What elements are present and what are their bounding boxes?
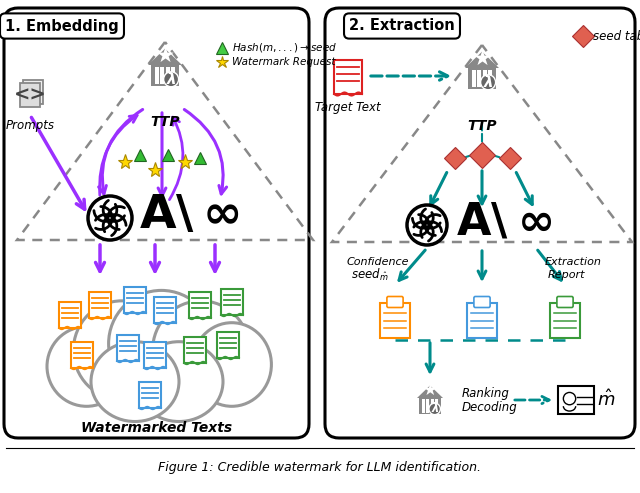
Circle shape	[88, 196, 132, 240]
Ellipse shape	[152, 301, 250, 400]
FancyBboxPatch shape	[4, 8, 309, 438]
Bar	[435, 399, 438, 413]
Bar	[467, 303, 497, 338]
Text: ★: ★	[472, 48, 492, 69]
Ellipse shape	[192, 323, 271, 406]
Text: Prompts: Prompts	[6, 118, 54, 132]
Text: ★: ★	[422, 383, 437, 398]
Bar	[221, 289, 243, 315]
Text: Confidence: Confidence	[347, 257, 410, 267]
Bar	[431, 399, 433, 413]
Bar	[189, 292, 211, 318]
Text: $seed_{\hat{m}}$: $seed_{\hat{m}}$	[351, 267, 388, 283]
Ellipse shape	[91, 342, 179, 422]
Ellipse shape	[109, 290, 214, 397]
Bar	[550, 303, 580, 338]
Bar	[477, 70, 481, 87]
Bar	[155, 67, 159, 84]
Text: ∞: ∞	[202, 193, 242, 239]
Text: Figure 1: Credible watermark for LLM identification.: Figure 1: Credible watermark for LLM ide…	[159, 461, 481, 474]
Bar	[117, 335, 139, 361]
Bar	[20, 83, 40, 106]
Bar	[89, 292, 111, 318]
Circle shape	[164, 72, 179, 87]
Bar	[154, 297, 176, 323]
Text: <>: <>	[13, 85, 46, 105]
Bar	[139, 382, 161, 408]
Text: 2. Extraction: 2. Extraction	[349, 19, 455, 34]
Bar	[426, 399, 429, 413]
Bar	[166, 67, 170, 84]
FancyBboxPatch shape	[557, 296, 573, 308]
Bar	[217, 332, 239, 358]
Text: Watermark Request: Watermark Request	[232, 57, 335, 67]
Text: Extraction: Extraction	[545, 257, 602, 267]
Text: Watermarked Texts: Watermarked Texts	[81, 421, 232, 435]
Text: $\mathbf{A\backslash}$: $\mathbf{A\backslash}$	[456, 201, 508, 244]
Circle shape	[429, 403, 440, 415]
Text: Report: Report	[548, 270, 586, 280]
Bar	[483, 70, 486, 87]
Circle shape	[563, 392, 576, 405]
Text: λ: λ	[166, 72, 176, 87]
Bar	[161, 67, 164, 84]
Bar	[59, 302, 81, 328]
Text: $\mathbf{A\backslash}$: $\mathbf{A\backslash}$	[139, 193, 195, 239]
Text: λ: λ	[431, 402, 438, 416]
Text: $Hash(m,...)\rightarrow seed$: $Hash(m,...)\rightarrow seed$	[232, 41, 337, 55]
Bar	[172, 67, 175, 84]
Ellipse shape	[74, 301, 170, 400]
Text: λ: λ	[483, 75, 493, 90]
Polygon shape	[465, 52, 499, 68]
Bar	[144, 342, 166, 368]
Bar	[380, 303, 410, 338]
Text: $\hat{m}$: $\hat{m}$	[597, 389, 615, 410]
Text: 1. Embedding: 1. Embedding	[5, 19, 119, 34]
FancyBboxPatch shape	[325, 8, 635, 438]
Bar	[24, 80, 43, 104]
Text: Decoding: Decoding	[462, 401, 518, 415]
Bar	[468, 68, 496, 89]
Text: ★: ★	[156, 45, 175, 66]
Text: TTP: TTP	[150, 115, 180, 129]
Ellipse shape	[47, 326, 126, 406]
Bar	[422, 399, 425, 413]
Bar	[151, 65, 179, 86]
Bar	[124, 287, 146, 313]
FancyBboxPatch shape	[474, 296, 490, 308]
Bar	[334, 60, 362, 94]
Ellipse shape	[135, 342, 223, 422]
Bar	[558, 386, 594, 414]
Bar	[419, 398, 441, 414]
Bar	[472, 70, 476, 87]
Bar	[488, 70, 492, 87]
Polygon shape	[148, 49, 182, 65]
Circle shape	[407, 205, 447, 245]
Bar	[184, 337, 206, 363]
Bar	[71, 342, 93, 368]
Text: Target Text: Target Text	[315, 102, 381, 114]
Polygon shape	[417, 386, 443, 398]
Text: TTP: TTP	[467, 119, 497, 133]
Text: seed table: seed table	[593, 30, 640, 42]
Text: ∞: ∞	[517, 201, 555, 244]
Text: Ranking: Ranking	[462, 387, 510, 399]
Circle shape	[481, 75, 495, 90]
FancyBboxPatch shape	[387, 296, 403, 308]
